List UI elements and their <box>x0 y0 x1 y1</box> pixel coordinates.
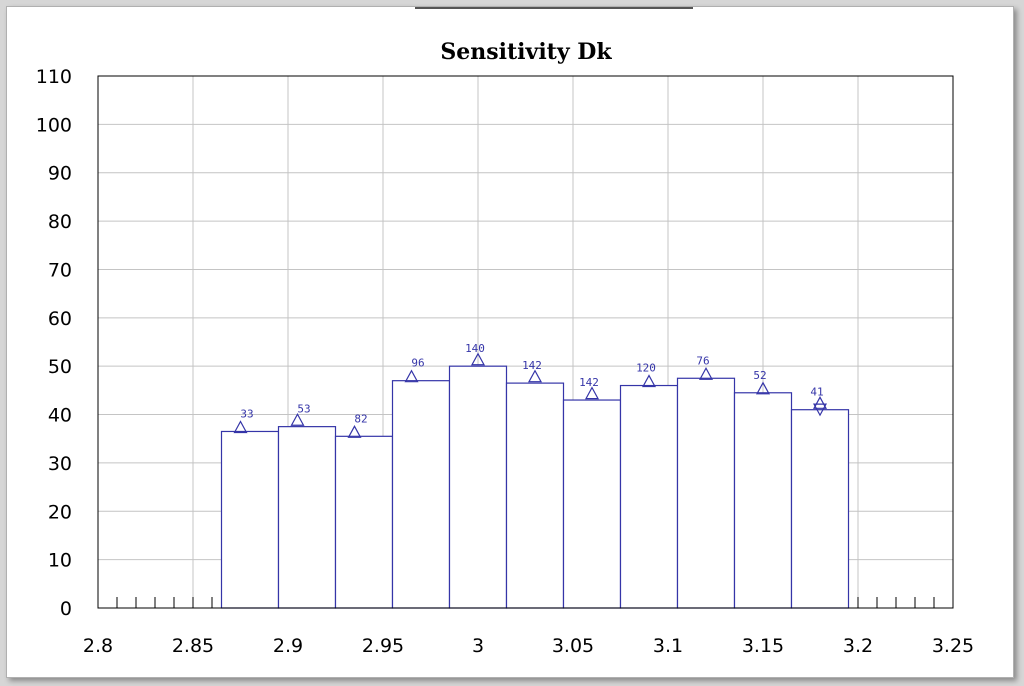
x-tick-label: 2.95 <box>362 635 404 657</box>
x-tick-label: 2.9 <box>273 635 303 657</box>
x-tick-label: 2.85 <box>172 635 214 657</box>
y-tick-label: 70 <box>48 259 72 281</box>
data-labels: 33 53 82 96 140 142 142 120 76 52 41 <box>240 342 823 425</box>
y-tick-label: 100 <box>36 114 72 136</box>
histogram-bar <box>733 392 793 609</box>
y-tick-label: 60 <box>48 308 72 330</box>
marker-triangle-up <box>755 381 771 395</box>
chart-window: Sensitivity Dk 33 53 82 96 140 142 142 120 76 52 4… <box>6 6 1014 678</box>
bar-count-label: 41 <box>810 386 823 399</box>
marker-triangle-up <box>584 386 600 400</box>
marker-triangle-up <box>233 420 248 434</box>
bar-count-label: 120 <box>636 362 656 375</box>
bar-count-label: 52 <box>753 369 766 382</box>
x-tick-label: 3.1 <box>653 635 683 657</box>
x-tick-label: 3 <box>472 635 484 657</box>
bar-count-label: 82 <box>354 412 367 425</box>
bar-count-label: 76 <box>696 354 709 367</box>
histogram-bar <box>790 409 850 609</box>
y-tick-label: 50 <box>48 356 72 378</box>
marker-triangle-up <box>812 396 828 409</box>
y-tick-label: 90 <box>48 163 72 185</box>
y-axis-ticks: 0 10 20 30 40 50 60 70 80 90 100 110 <box>36 66 72 620</box>
x-tick-label: 3.25 <box>932 635 974 657</box>
marker-triangle-up <box>641 374 657 388</box>
y-tick-label: 40 <box>48 405 72 427</box>
histogram-bar <box>505 382 565 609</box>
y-tick-label: 0 <box>60 598 72 620</box>
histogram-chart: Sensitivity Dk 33 53 82 96 140 142 142 120 76 52 4… <box>36 39 974 657</box>
y-tick-label: 110 <box>36 66 72 88</box>
y-tick-label: 10 <box>48 550 72 572</box>
marker-triangle-up <box>347 425 362 438</box>
histogram-bar <box>220 430 280 609</box>
bar-count-label: 53 <box>297 403 310 416</box>
histogram-bar <box>619 384 679 609</box>
marker-triangle-down <box>812 403 828 417</box>
bar-count-label: 140 <box>465 342 485 355</box>
x-tick-label: 3.15 <box>742 635 784 657</box>
marker-triangle-up <box>404 369 419 383</box>
x-tick-label: 3.05 <box>552 635 594 657</box>
data-markers <box>233 352 828 438</box>
window-top-edge <box>415 7 693 9</box>
histogram-bar <box>676 377 736 609</box>
bar-count-label: 96 <box>411 357 424 370</box>
histogram-bar <box>277 426 337 609</box>
bar-count-label: 142 <box>522 359 542 372</box>
chart-title: Sensitivity Dk <box>440 39 612 65</box>
marker-triangle-up <box>470 352 486 366</box>
marker-triangle-up <box>527 369 543 383</box>
histogram-bar <box>448 365 508 609</box>
x-axis-ticks: 2.8 2.85 2.9 2.95 3 3.05 3.1 3.15 3.2 3.25 <box>83 635 974 657</box>
plot-area-border <box>97 75 954 609</box>
y-tick-label: 80 <box>48 211 72 233</box>
marker-triangle-up <box>290 412 305 426</box>
y-tick-label: 30 <box>48 453 72 475</box>
bar-count-label: 33 <box>240 407 253 420</box>
x-tick-label: 3.2 <box>843 635 873 657</box>
histogram-bars <box>220 365 850 609</box>
x-tick-label: 2.8 <box>83 635 113 657</box>
y-tick-label: 20 <box>48 501 72 523</box>
histogram-bar <box>391 380 451 609</box>
histogram-bar <box>562 399 622 609</box>
marker-triangle-up <box>698 367 714 380</box>
histogram-bar <box>334 435 394 609</box>
bar-count-label: 142 <box>579 376 599 389</box>
